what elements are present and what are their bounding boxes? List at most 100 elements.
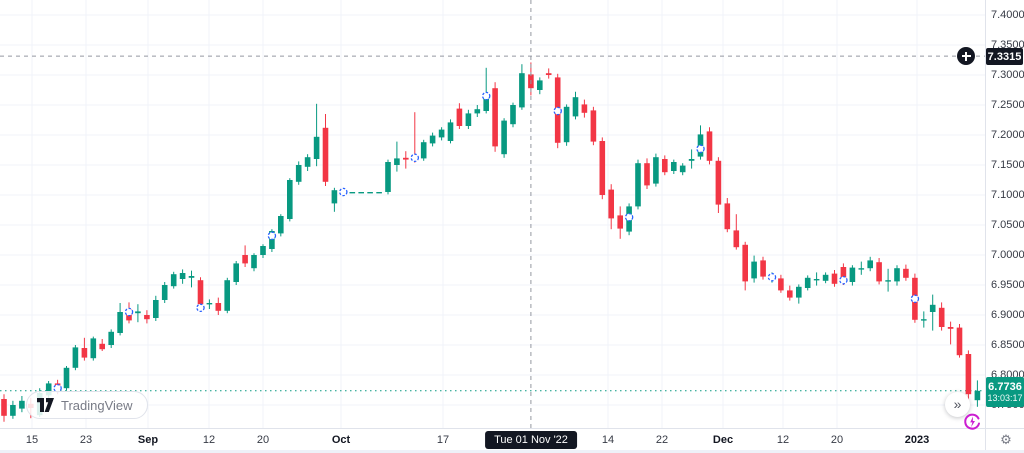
candle [349, 192, 356, 194]
candle [537, 80, 543, 90]
candle [867, 260, 873, 269]
candle [572, 97, 579, 117]
tradingview-logo-icon [37, 397, 54, 412]
candle [974, 390, 981, 401]
candle [751, 261, 757, 279]
candle [117, 312, 123, 333]
candle [90, 338, 97, 359]
candle [679, 165, 686, 173]
price-axis-separator [985, 0, 986, 453]
time-axis-tick: 2023 [904, 434, 930, 446]
candle [420, 142, 427, 159]
candle [599, 141, 606, 195]
event-marker-icon [767, 272, 777, 282]
candle [215, 303, 222, 311]
add-alert-plus-button[interactable] [957, 47, 975, 65]
candle [1, 399, 7, 416]
candle [742, 244, 748, 282]
candle [394, 158, 400, 165]
candle [840, 267, 847, 282]
candle [733, 230, 740, 248]
time-axis-tick: 15 [25, 434, 39, 446]
time-axis-tick: 22 [655, 434, 669, 446]
crosshair-date-label: Tue 01 Nov '22 [485, 431, 577, 449]
candle [590, 110, 597, 142]
candle [501, 120, 507, 155]
candle [224, 280, 230, 311]
candle [456, 108, 463, 126]
candle [947, 327, 954, 329]
candle [304, 157, 311, 167]
candle [858, 268, 865, 270]
event-marker-icon [196, 303, 205, 313]
candle [144, 315, 150, 320]
candle [921, 319, 927, 321]
candle [929, 304, 936, 312]
price-axis-tick: 7.2500 [991, 99, 1024, 111]
time-axis-tick: 23 [79, 434, 93, 446]
candle [233, 263, 239, 282]
price-axis-tick: 7.0000 [991, 249, 1024, 261]
candle [108, 331, 114, 345]
candle [510, 105, 516, 125]
candle [99, 343, 105, 350]
candle [492, 88, 498, 147]
candle [474, 109, 481, 114]
candle [465, 113, 472, 126]
candle [135, 311, 141, 314]
candle [19, 400, 25, 409]
candle [376, 192, 382, 194]
candle [153, 300, 159, 318]
candle [483, 94, 489, 111]
price-axis-tick: 7.1500 [991, 159, 1024, 171]
candle [903, 268, 909, 278]
candle [188, 276, 195, 278]
candle [965, 354, 972, 395]
time-axis-tick: 20 [830, 434, 844, 446]
candle [358, 192, 364, 194]
candlestick-plot[interactable] [0, 0, 985, 428]
time-axis-tick: 20 [256, 434, 270, 446]
candle [170, 274, 177, 287]
time-axis-separator [0, 428, 1024, 429]
candle [563, 106, 570, 143]
candle [179, 273, 186, 279]
candle [72, 347, 79, 368]
candle [206, 303, 213, 305]
candle [313, 136, 320, 159]
candle [161, 285, 168, 300]
candle [635, 163, 641, 207]
time-axis-tick: 14 [601, 434, 615, 446]
price-axis-tick: 7.4000 [991, 9, 1024, 21]
window-bottom-edge [0, 450, 1024, 453]
candle [813, 279, 820, 281]
watermark-label: TradingView [61, 397, 133, 413]
tradingview-watermark[interactable]: TradingView [26, 391, 148, 419]
candle [938, 307, 945, 327]
last-price-label: 6.7736 13:03:17 [986, 377, 1024, 407]
candle [617, 215, 623, 229]
go-to-realtime-button[interactable]: » [945, 392, 970, 417]
event-marker-icon [624, 212, 634, 222]
candle [706, 131, 713, 161]
chevrons-right-icon: » [953, 395, 962, 412]
event-marker-icon [124, 307, 134, 317]
event-marker-icon [553, 106, 562, 116]
flash-publish-icon[interactable] [963, 413, 981, 431]
time-axis-tick: Sep [137, 434, 159, 446]
time-axis-tick: Dec [712, 434, 734, 446]
candle [331, 190, 338, 204]
candle [438, 129, 445, 138]
candle [849, 267, 856, 282]
candle [251, 255, 257, 269]
settings-gear-icon[interactable]: ⚙ [1000, 432, 1012, 448]
candle [608, 189, 614, 219]
candle [367, 192, 373, 194]
candle [385, 162, 391, 192]
candle [260, 246, 266, 255]
candle [295, 165, 302, 182]
price-axis-tick: 7.1000 [991, 189, 1024, 201]
price-axis-tick: 7.0500 [991, 219, 1024, 231]
candle [242, 255, 248, 264]
